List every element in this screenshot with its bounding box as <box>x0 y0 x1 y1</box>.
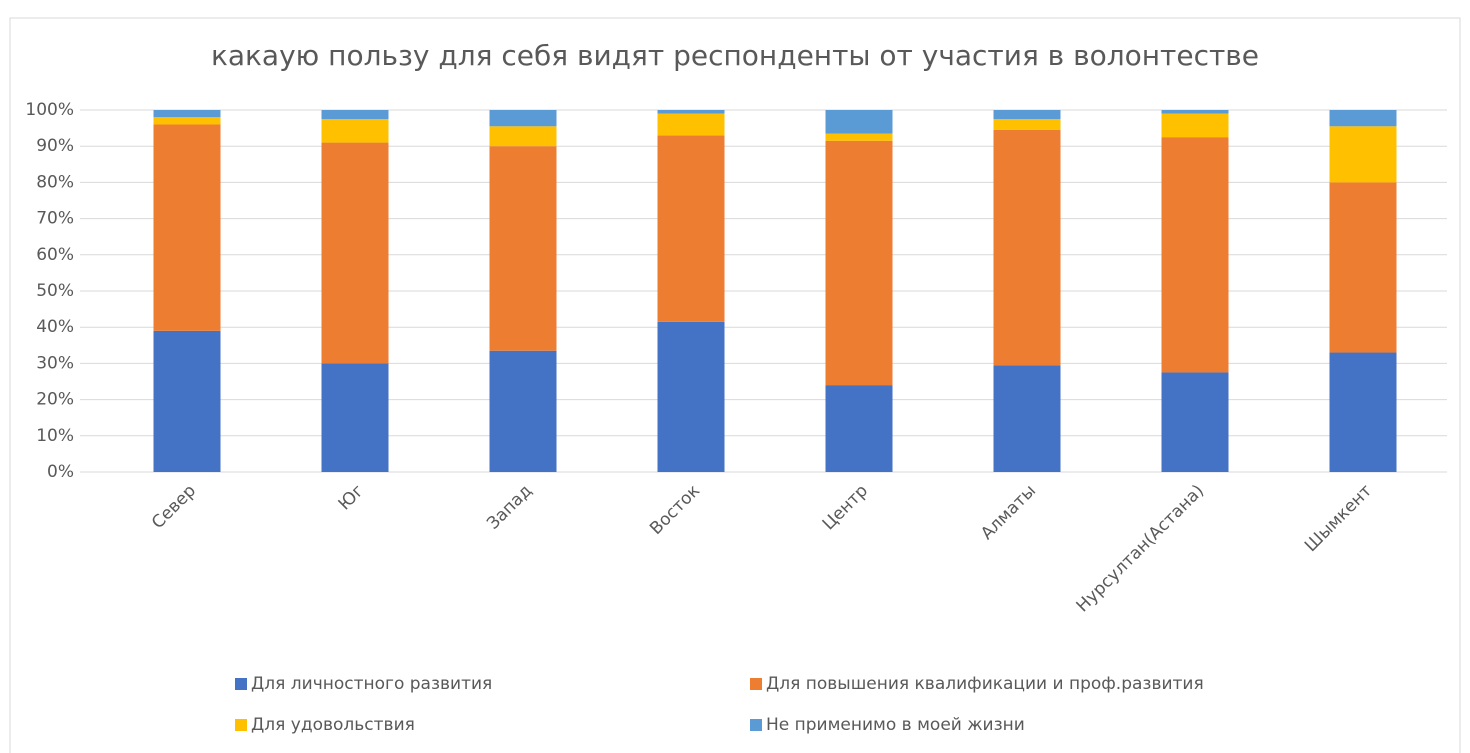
y-tick-label: 40% <box>36 317 74 337</box>
bar-segment <box>825 133 893 141</box>
bar-segment <box>993 119 1061 130</box>
bar-segment <box>1161 110 1229 114</box>
bar-segment <box>321 142 389 364</box>
bar-segment <box>321 110 389 120</box>
legend-label: Для удовольствия <box>251 715 415 735</box>
y-tick-label: 10% <box>36 426 74 446</box>
bar-segment <box>993 110 1061 120</box>
bar-segment <box>489 350 557 472</box>
y-tick-label: 80% <box>36 172 74 192</box>
bar-segment <box>1329 182 1397 353</box>
bar-segment <box>1161 113 1229 138</box>
bar-segment <box>489 110 557 127</box>
y-tick-label: 100% <box>25 100 74 120</box>
legend-swatch <box>235 719 247 731</box>
bar-segment <box>153 110 221 118</box>
bar-segment <box>657 321 725 472</box>
bar-segment <box>153 330 221 472</box>
bar-segment <box>1329 352 1397 472</box>
y-tick-label: 60% <box>36 245 74 265</box>
bar-segment <box>825 140 893 386</box>
y-tick-label: 90% <box>36 136 74 156</box>
chart-frame <box>9 17 1461 753</box>
bar-segment <box>657 135 725 322</box>
legend-swatch <box>235 678 247 690</box>
legend-swatch <box>750 719 762 731</box>
y-tick-label: 30% <box>36 353 74 373</box>
bar-segment <box>825 110 893 134</box>
bar-segment <box>825 385 893 472</box>
bar-segment <box>1329 110 1397 127</box>
bar-segment <box>153 117 221 125</box>
bar-segment <box>321 119 389 143</box>
y-tick-label: 0% <box>47 462 74 482</box>
legend-swatch <box>750 678 762 690</box>
bar-segment <box>657 110 725 114</box>
y-tick-label: 20% <box>36 390 74 410</box>
legend-label: Для повышения квалификации и проф.развит… <box>766 674 1204 694</box>
bar-segment <box>993 129 1061 366</box>
bar-segment <box>657 113 725 136</box>
bar-segment <box>321 363 389 472</box>
bar-segment <box>993 365 1061 472</box>
bar-segment <box>1161 372 1229 472</box>
bar-segment <box>1161 137 1229 373</box>
y-tick-label: 50% <box>36 281 74 301</box>
bar-segment <box>1329 126 1397 183</box>
legend-label: Для личностного развития <box>251 674 492 694</box>
y-tick-label: 70% <box>36 209 74 229</box>
chart-title: какаую пользу для себя видят респонденты… <box>211 39 1259 72</box>
bar-segment <box>489 146 557 351</box>
bar-segment <box>489 126 557 147</box>
legend-label: Не применимо в моей жизни <box>766 715 1025 735</box>
bar-segment <box>153 124 221 331</box>
